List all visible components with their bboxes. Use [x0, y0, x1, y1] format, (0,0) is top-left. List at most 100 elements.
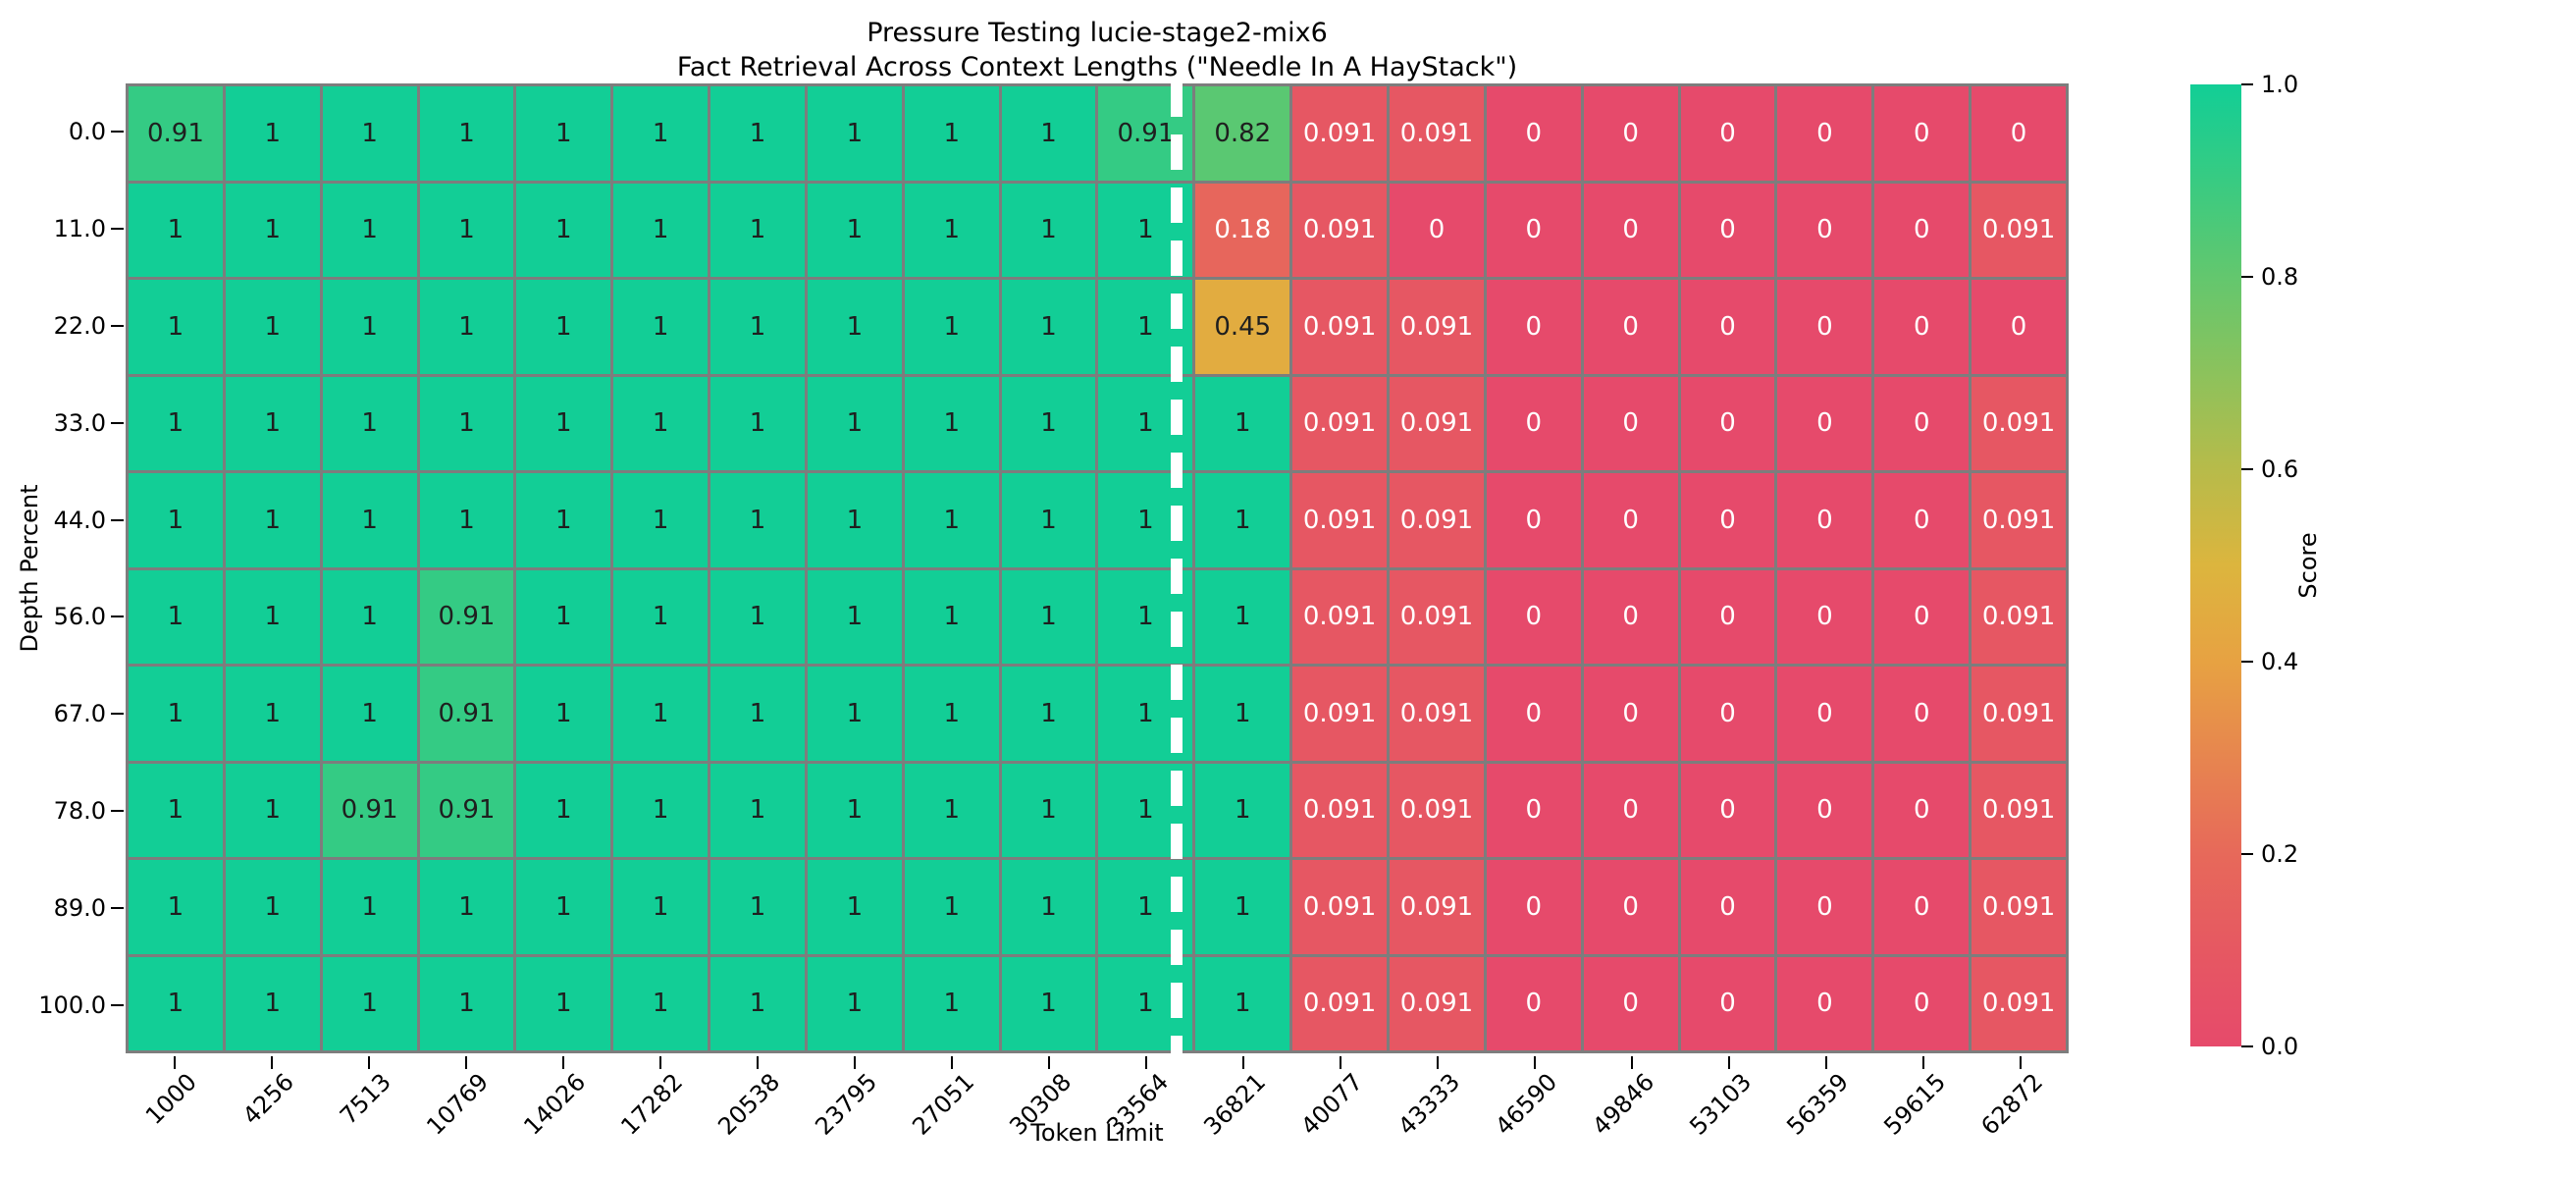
- heatmap-cell: 0: [1486, 667, 1581, 761]
- heatmap-cell: 1: [613, 763, 709, 857]
- heatmap-cell: 1: [613, 280, 709, 374]
- heatmap-cell: 1: [419, 280, 514, 374]
- heatmap-cell: 0.091: [1292, 183, 1388, 277]
- heatmap-cell: 1: [613, 956, 709, 1050]
- heatmap-cell: 1: [516, 280, 611, 374]
- heatmap-cell: 0.091: [1971, 569, 2066, 664]
- heatmap-cell: 0: [1680, 183, 1775, 277]
- heatmap-cell: 1: [904, 860, 999, 954]
- heatmap-cell: 0: [1680, 763, 1775, 857]
- heatmap-cell: 0: [1486, 280, 1581, 374]
- x-tick: [270, 1056, 273, 1069]
- heatmap-cell: 0: [1583, 376, 1678, 470]
- x-tick: [1727, 1056, 1730, 1069]
- heatmap-cell: 1: [807, 956, 902, 1050]
- heatmap-cell: 0: [1874, 569, 1970, 664]
- y-tick-label: 67.0: [53, 700, 106, 728]
- heatmap-cell: 0: [1583, 183, 1678, 277]
- heatmap-cell: 0.091: [1971, 376, 2066, 470]
- heatmap-cell: 0.091: [1292, 569, 1388, 664]
- heatmap-cell: 0: [1777, 569, 1872, 664]
- heatmap-cell: 0: [1874, 860, 1970, 954]
- heatmap-cell: 1: [1001, 860, 1096, 954]
- heatmap-cell: 0: [1583, 956, 1678, 1050]
- heatmap-cell: 1: [710, 280, 805, 374]
- heatmap-cell: 0.091: [1292, 860, 1388, 954]
- heatmap-cell: 1: [516, 183, 611, 277]
- heatmap-cell: 1: [129, 376, 223, 470]
- heatmap-cell: 0: [1583, 473, 1678, 567]
- y-tick: [111, 131, 124, 134]
- heatmap-cell: 0: [1874, 763, 1970, 857]
- heatmap-cell: 1: [129, 667, 223, 761]
- heatmap-cell: 1: [1001, 569, 1096, 664]
- heatmap-cell: 0.091: [1292, 763, 1388, 857]
- heatmap-cell: 1: [904, 569, 999, 664]
- heatmap-cell: 1: [1001, 667, 1096, 761]
- heatmap-cell: 0.91: [129, 86, 223, 181]
- y-axis-title: Depth Percent: [16, 484, 43, 653]
- heatmap-cell: 1: [129, 569, 223, 664]
- heatmap-cell: 0: [1777, 763, 1872, 857]
- x-tick: [1533, 1056, 1536, 1069]
- heatmap-cell: 1: [613, 183, 709, 277]
- heatmap-cell: 0: [1777, 473, 1872, 567]
- heatmap-cell: 1: [516, 473, 611, 567]
- heatmap-cell: 0: [1874, 280, 1970, 374]
- heatmap-cell: 0: [1971, 280, 2066, 374]
- heatmap-cell: 1: [807, 473, 902, 567]
- heatmap-cell: 1: [225, 473, 320, 567]
- colorbar-tick-label: 0.4: [2261, 648, 2299, 675]
- colorbar-title: Score: [2294, 532, 2322, 599]
- heatmap-cell: 1: [516, 763, 611, 857]
- heatmap-cell: 1: [613, 473, 709, 567]
- heatmap-cell: 0.091: [1292, 667, 1388, 761]
- heatmap-cell: 0.091: [1971, 956, 2066, 1050]
- y-tick-label: 89.0: [53, 893, 106, 922]
- heatmap-cell: 1: [322, 667, 417, 761]
- heatmap-cell: 1: [1195, 763, 1290, 857]
- y-tick: [111, 616, 124, 618]
- heatmap-cell: 1: [322, 860, 417, 954]
- heatmap-cell: 1: [807, 86, 902, 181]
- heatmap-cell: 1: [129, 280, 223, 374]
- heatmap-cell: 1: [710, 763, 805, 857]
- heatmap-cell: 1: [904, 473, 999, 567]
- colorbar-gradient: [2190, 84, 2241, 1046]
- heatmap-cell: 0: [1680, 86, 1775, 181]
- heatmap-cell: 1: [613, 86, 709, 181]
- heatmap-cell: 0.091: [1390, 956, 1484, 1050]
- heatmap-cell: 1: [1195, 956, 1290, 1050]
- heatmap-cell: 1: [1001, 183, 1096, 277]
- heatmap-cell: 1: [516, 86, 611, 181]
- y-tick: [111, 906, 124, 909]
- heatmap-cell: 0: [1680, 280, 1775, 374]
- heatmap-cell: 0.091: [1390, 86, 1484, 181]
- heatmap-cell: 1: [419, 376, 514, 470]
- heatmap-cell: 1: [710, 956, 805, 1050]
- heatmap-cell: 0.82: [1195, 86, 1290, 181]
- heatmap-cell: 0: [1486, 376, 1581, 470]
- colorbar-tick: [2241, 468, 2253, 470]
- heatmap-cell: 1: [1001, 473, 1096, 567]
- x-tick: [853, 1056, 856, 1069]
- heatmap-cell: 1: [807, 763, 902, 857]
- context-limit-divider-line: [1171, 81, 1183, 1056]
- heatmap-cell: 0: [1583, 667, 1678, 761]
- heatmap-cell: 0.18: [1195, 183, 1290, 277]
- heatmap-cell: 1: [322, 86, 417, 181]
- heatmap-cell: 0.091: [1292, 280, 1388, 374]
- heatmap-cell: 0: [1777, 183, 1872, 277]
- heatmap-cell: 0.091: [1390, 280, 1484, 374]
- heatmap-cell: 1: [1001, 376, 1096, 470]
- heatmap-grid: 0.91 1 1 1 1 1 1 1 1 1 0.91 0.82 0.091 0.091 0 0 0 0 0 0 1 1 1…: [126, 83, 2069, 1053]
- x-tick: [658, 1056, 661, 1069]
- x-tick: [1436, 1056, 1439, 1069]
- heatmap-cell: 0: [1777, 376, 1872, 470]
- heatmap-cell: 1: [419, 860, 514, 954]
- heatmap-cell: 1: [225, 280, 320, 374]
- heatmap-cell: 0: [1680, 956, 1775, 1050]
- heatmap-cell: 1: [904, 86, 999, 181]
- heatmap-cell: 0.091: [1390, 569, 1484, 664]
- heatmap-cell: 0.091: [1390, 473, 1484, 567]
